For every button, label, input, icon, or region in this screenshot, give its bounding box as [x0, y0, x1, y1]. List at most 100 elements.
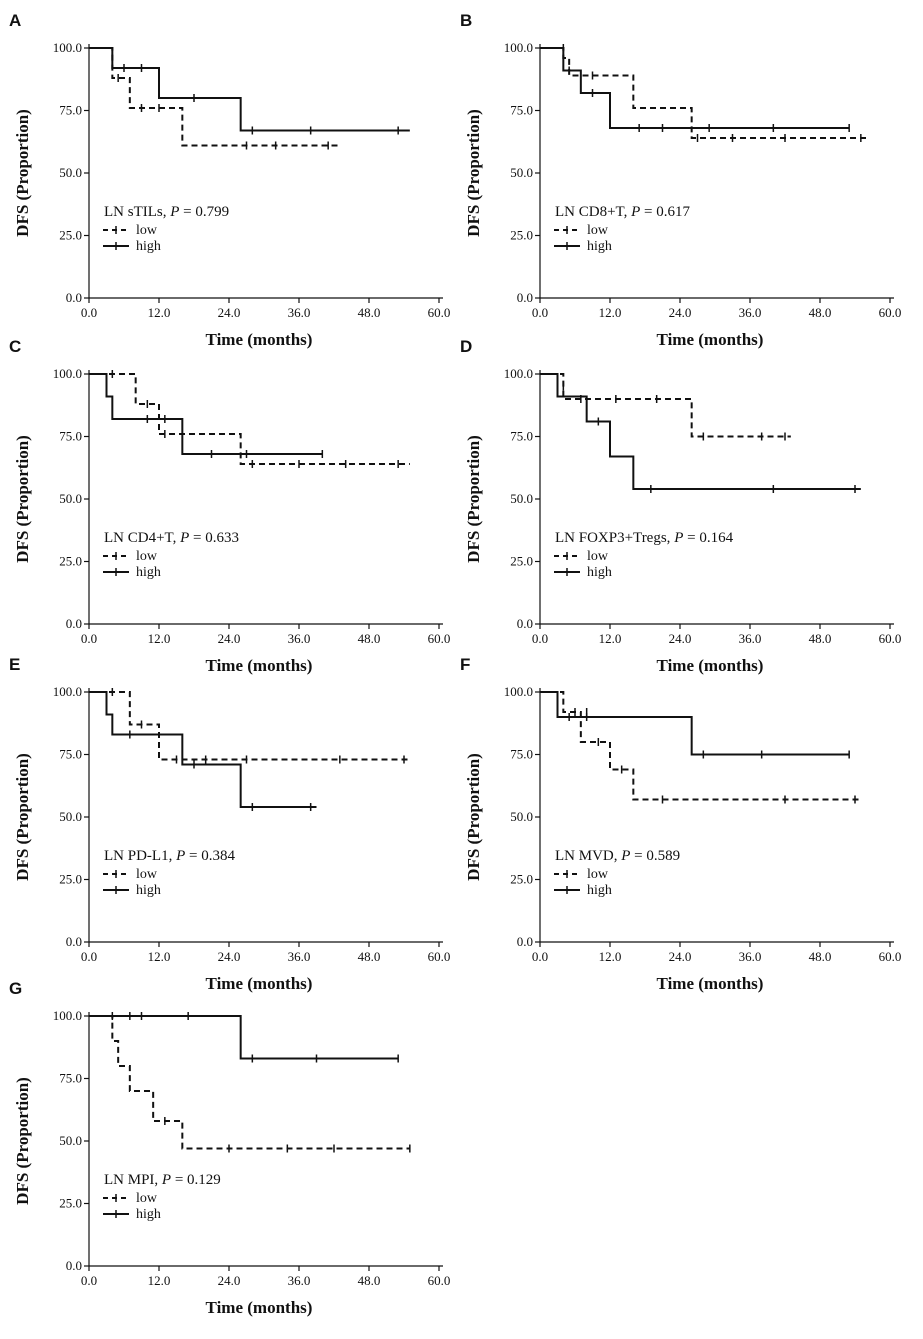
y-tick-label: 100.0	[53, 1008, 82, 1023]
legend-high-label: high	[587, 883, 612, 898]
km-curve-high	[89, 1015, 399, 1060]
x-tick-label: 12.0	[148, 631, 171, 646]
x-tick-label: 48.0	[358, 1273, 381, 1288]
x-tick-label: 48.0	[809, 631, 832, 646]
y-tick-label: 0.0	[66, 290, 82, 305]
y-tick-label: 100.0	[504, 684, 533, 699]
x-tick-label: 48.0	[809, 305, 832, 320]
panel-d-annotation: LN FOXP3+Tregs, P = 0.164	[555, 530, 734, 546]
p-symbol: P	[169, 204, 179, 220]
panel-g-y-title: DFS (Proportion)	[13, 1077, 32, 1205]
y-tick-label: 100.0	[53, 366, 82, 381]
y-tick-label: 50.0	[510, 165, 533, 180]
x-tick-label: 12.0	[148, 305, 171, 320]
legend-low-label: low	[136, 1191, 158, 1206]
y-tick-label: 100.0	[504, 40, 533, 55]
p-value: = 0.164	[683, 530, 733, 546]
panel-e-x-title: Time (months)	[206, 974, 313, 993]
x-tick-label: 36.0	[739, 631, 762, 646]
panel-d-letter: D	[460, 337, 472, 356]
panel-b: B 0.0 12.0 24.0 36.0 48.0 60.0 0.0 25.0 50.0 75.0 1…	[460, 11, 901, 349]
y-tick-label: 50.0	[59, 1133, 82, 1148]
p-symbol: P	[179, 530, 189, 546]
km-curve-high	[89, 373, 323, 455]
x-tick-label: 60.0	[428, 1273, 451, 1288]
panel-c: C 0.0 12.0 24.0 36.0 48.0 60.0 0.0 25.0 50.0 75.0 1…	[9, 337, 450, 675]
panel-e-annotation: LN PD-L1, P = 0.384	[104, 848, 235, 864]
km-curve-high	[540, 691, 850, 756]
panel-e-letter: E	[9, 655, 20, 674]
p-value: = 0.633	[189, 530, 239, 546]
panel-b-x-title: Time (months)	[657, 330, 764, 349]
annotation-label: LN CD4+T,	[104, 530, 180, 546]
x-tick-label: 48.0	[809, 949, 832, 964]
x-tick-label: 0.0	[81, 1273, 97, 1288]
legend-low-label: low	[587, 549, 609, 564]
panel-f-y-title: DFS (Proportion)	[464, 753, 483, 881]
y-tick-label: 75.0	[59, 103, 82, 118]
y-tick-label: 75.0	[59, 429, 82, 444]
x-tick-label: 36.0	[288, 1273, 311, 1288]
panel-c-x-title: Time (months)	[206, 656, 313, 675]
km-curve-high	[89, 47, 410, 132]
annotation-label: LN PD-L1,	[104, 848, 176, 864]
panel-d-y-title: DFS (Proportion)	[464, 435, 483, 563]
x-tick-label: 24.0	[669, 631, 692, 646]
y-tick-label: 75.0	[510, 103, 533, 118]
y-tick-label: 25.0	[59, 228, 82, 243]
p-symbol: P	[175, 848, 185, 864]
y-tick-label: 50.0	[59, 491, 82, 506]
panel-a-annotation: LN sTILs, P = 0.799	[104, 204, 229, 220]
y-tick-label: 25.0	[510, 228, 533, 243]
km-curve-low	[89, 47, 340, 147]
panel-c-letter: C	[9, 337, 21, 356]
p-value: = 0.617	[640, 204, 690, 220]
panel-c-annotation: LN CD4+T, P = 0.633	[104, 530, 239, 546]
p-value: = 0.384	[185, 848, 235, 864]
panel-g-x-title: Time (months)	[206, 1298, 313, 1317]
x-tick-label: 36.0	[739, 305, 762, 320]
p-value: = 0.589	[630, 848, 680, 864]
x-tick-label: 60.0	[428, 305, 451, 320]
y-tick-label: 25.0	[59, 1196, 82, 1211]
panel-b-annotation: LN CD8+T, P = 0.617	[555, 204, 690, 220]
panel-e-y-title: DFS (Proportion)	[13, 753, 32, 881]
x-tick-label: 60.0	[879, 305, 902, 320]
annotation-label: LN MPI,	[104, 1172, 162, 1188]
y-tick-label: 100.0	[504, 366, 533, 381]
annotation-label: LN CD8+T,	[555, 204, 631, 220]
y-tick-label: 75.0	[59, 747, 82, 762]
y-tick-label: 75.0	[510, 429, 533, 444]
y-tick-label: 25.0	[59, 872, 82, 887]
y-tick-label: 0.0	[66, 934, 82, 949]
panel-g-letter: G	[9, 979, 22, 998]
panel-f-x-title: Time (months)	[657, 974, 764, 993]
panel-b-letter: B	[460, 11, 472, 30]
legend-low-label: low	[587, 223, 609, 238]
km-curve-high	[540, 47, 850, 129]
x-tick-label: 0.0	[81, 305, 97, 320]
legend-high-label: high	[587, 239, 612, 254]
km-curve-low	[540, 691, 861, 801]
x-tick-label: 0.0	[532, 305, 548, 320]
panel-a-x-title: Time (months)	[206, 330, 313, 349]
x-tick-label: 0.0	[81, 949, 97, 964]
panel-b-y-title: DFS (Proportion)	[464, 109, 483, 237]
y-tick-label: 50.0	[510, 491, 533, 506]
x-tick-label: 48.0	[358, 949, 381, 964]
x-tick-label: 12.0	[148, 949, 171, 964]
x-tick-label: 48.0	[358, 631, 381, 646]
y-tick-label: 100.0	[53, 684, 82, 699]
x-tick-label: 12.0	[148, 1273, 171, 1288]
x-tick-label: 60.0	[879, 949, 902, 964]
y-tick-label: 100.0	[53, 40, 82, 55]
panel-g-annotation: LN MPI, P = 0.129	[104, 1172, 221, 1188]
x-tick-label: 24.0	[218, 305, 241, 320]
panel-c-y-title: DFS (Proportion)	[13, 435, 32, 563]
panel-a: A 0.0 12.0 24.0 36.0 48.0 60.0 0.0 25.0 50.0 75.0 1…	[9, 11, 450, 349]
x-tick-label: 24.0	[669, 949, 692, 964]
y-tick-label: 0.0	[517, 290, 533, 305]
y-tick-label: 0.0	[66, 616, 82, 631]
p-value: = 0.799	[179, 204, 229, 220]
panel-f: F 0.0 12.0 24.0 36.0 48.0 60.0 0.0 25.0 50.0 75.0 1…	[460, 655, 901, 993]
